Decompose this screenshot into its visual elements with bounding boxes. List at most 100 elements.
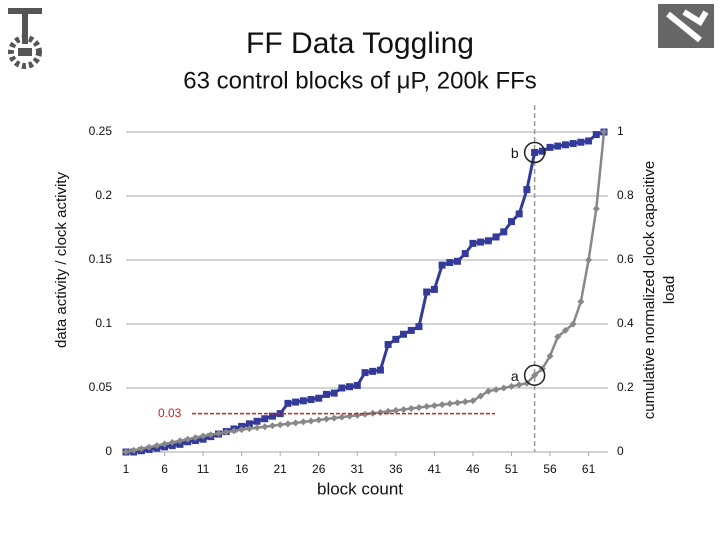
marker (585, 256, 593, 264)
marker (554, 333, 562, 341)
marker (369, 367, 377, 375)
x-tick-label: 51 (505, 462, 519, 476)
marker (392, 335, 400, 343)
x-tick-label: 36 (389, 462, 403, 476)
marker (261, 423, 269, 431)
marker (492, 233, 500, 241)
marker (338, 413, 346, 421)
marker (446, 259, 454, 267)
x-tick-label: 46 (466, 462, 480, 476)
x-tick-label: 1 (123, 462, 130, 476)
marker (268, 412, 276, 420)
marker (307, 417, 315, 425)
x-tick-label: 26 (312, 462, 326, 476)
marker (523, 379, 531, 387)
marker (353, 381, 361, 389)
marker (299, 397, 307, 405)
marker (130, 446, 138, 454)
left-logo (8, 8, 42, 69)
marker (322, 390, 330, 398)
marker (577, 138, 585, 146)
marker (261, 415, 269, 423)
marker (353, 411, 361, 419)
marker (346, 412, 354, 420)
marker (322, 415, 330, 423)
marker (438, 401, 446, 409)
marker (230, 427, 238, 435)
marker (554, 142, 562, 150)
right-logo (658, 4, 714, 48)
series-line (125, 131, 606, 454)
x-tick-label: 6 (161, 462, 168, 476)
marker (122, 448, 130, 456)
y-axis-label: data activity / clock activity (53, 172, 70, 348)
marker (215, 429, 223, 437)
marker (176, 437, 184, 445)
marker (307, 396, 315, 404)
marker (376, 366, 384, 374)
marker (315, 394, 323, 402)
marker (477, 392, 485, 400)
annotation-label: b (511, 145, 519, 161)
marker (245, 420, 253, 428)
marker (184, 435, 192, 443)
marker (392, 406, 400, 414)
marker (484, 387, 492, 395)
marker (492, 386, 500, 394)
marker (284, 399, 292, 407)
marker (253, 424, 261, 432)
marker (346, 383, 354, 391)
marker (153, 442, 161, 450)
marker (400, 405, 408, 413)
y2-tick-label: 0.4 (617, 316, 634, 330)
marker (531, 148, 539, 156)
marker (330, 414, 338, 422)
marker (469, 239, 477, 247)
marker (292, 419, 300, 427)
x-axis-label: block count (317, 479, 403, 498)
marker (137, 445, 145, 453)
y-tick-label: 0.25 (89, 124, 113, 138)
marker (407, 326, 415, 334)
marker (484, 237, 492, 245)
marker (284, 420, 292, 428)
marker (384, 340, 392, 348)
marker (546, 352, 554, 360)
chart-subtitle: 63 control blocks of μP, 200k FFs (183, 67, 537, 94)
marker (299, 418, 307, 426)
marker (592, 131, 600, 139)
marker (176, 440, 184, 448)
marker (500, 384, 508, 392)
x-tick-label: 41 (428, 462, 442, 476)
y-tick-label: 0.05 (89, 380, 113, 394)
marker (199, 432, 207, 440)
marker (577, 298, 585, 306)
marker (407, 404, 415, 412)
x-tick-label: 61 (582, 462, 596, 476)
y2-axis-label: cumulative normalized clock capacitive (641, 161, 658, 419)
y-tick-label: 0.15 (89, 252, 113, 266)
y-tick-label: 0.2 (95, 188, 112, 202)
marker (531, 371, 539, 379)
reference-label: 0.03 (158, 406, 182, 420)
marker (523, 186, 531, 194)
marker (461, 250, 469, 258)
marker (446, 400, 454, 408)
marker (477, 238, 485, 246)
marker (569, 320, 577, 328)
marker (415, 323, 423, 331)
marker (561, 141, 569, 149)
annotation-label: a (511, 368, 519, 384)
marker (454, 399, 462, 407)
chart-title: FF Data Toggling (246, 27, 474, 60)
marker (469, 397, 477, 405)
marker (292, 398, 300, 406)
marker (515, 210, 523, 218)
x-tick-label: 11 (197, 462, 210, 476)
marker (423, 288, 431, 296)
marker (191, 434, 199, 442)
marker (338, 384, 346, 392)
marker (400, 330, 408, 338)
marker (161, 440, 169, 448)
marker (423, 403, 431, 411)
